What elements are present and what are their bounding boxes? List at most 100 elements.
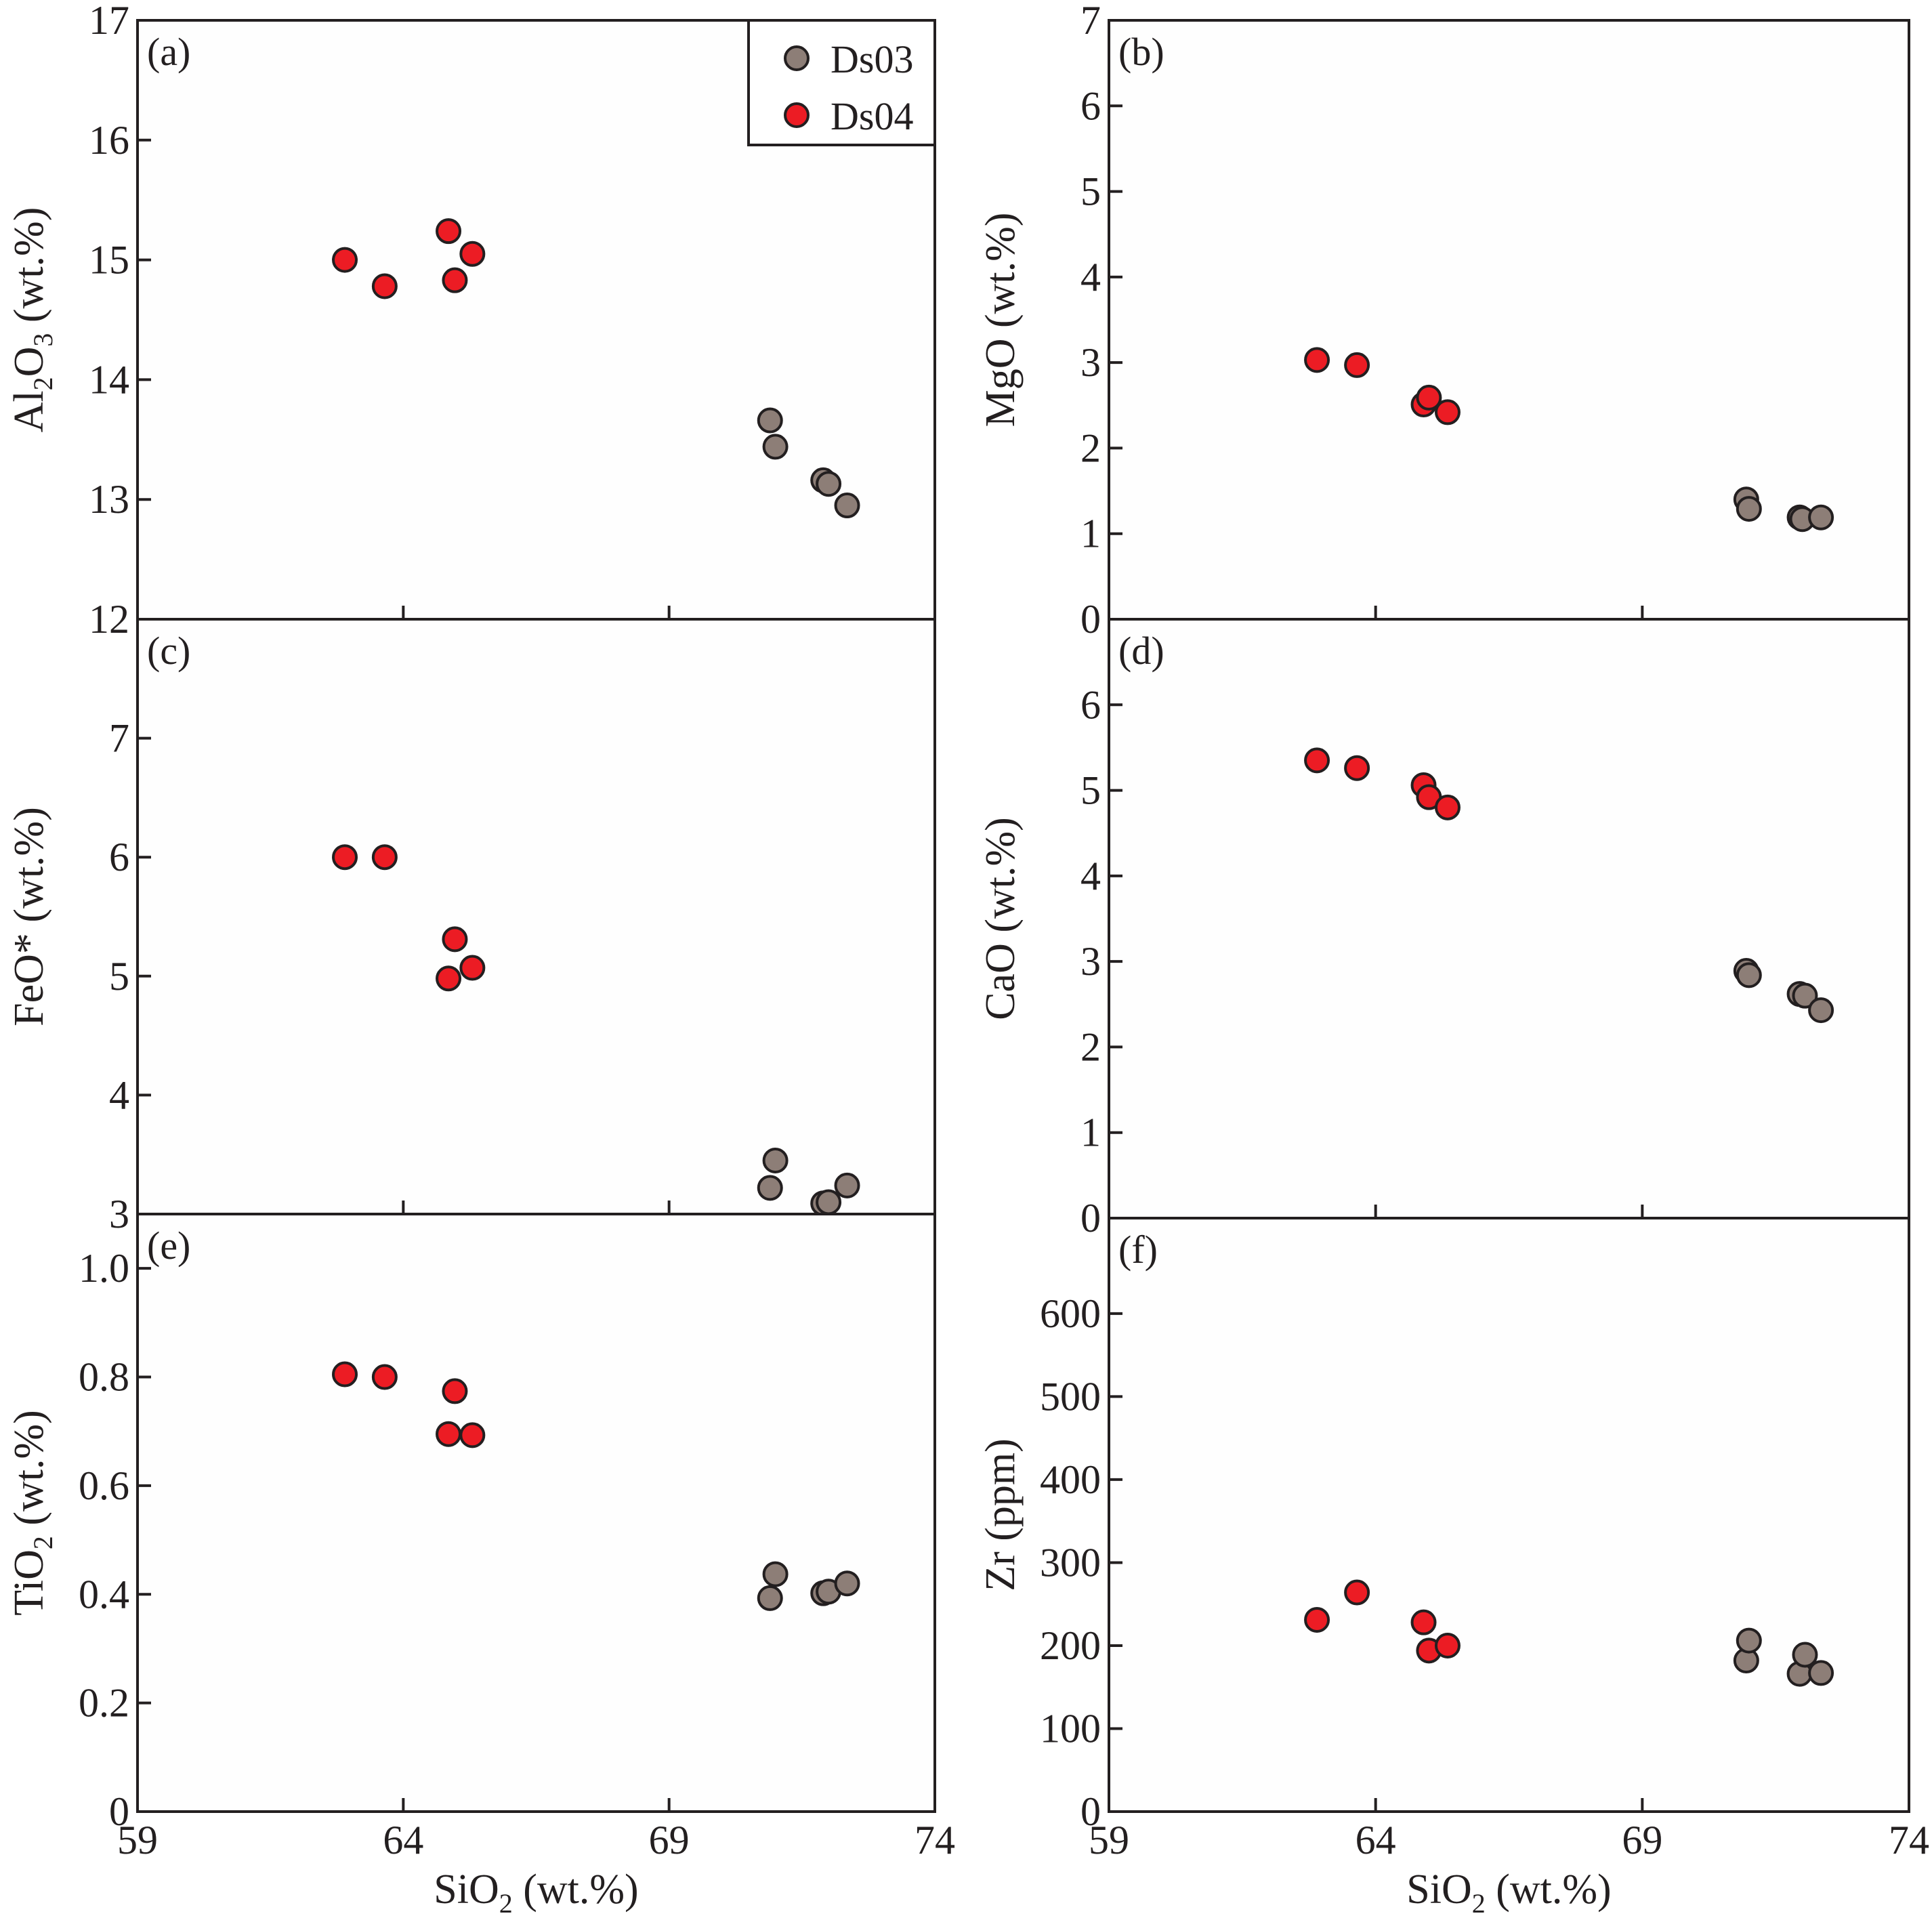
data-point-ds04 — [1304, 1606, 1330, 1633]
legend-marker-ds03 — [784, 45, 810, 71]
y-tick-label: 0.2 — [79, 1681, 129, 1726]
y-tick-label: 7 — [1080, 0, 1101, 43]
y-tick-label: 0 — [1080, 1196, 1101, 1240]
y-tick-label: 4 — [1080, 854, 1101, 898]
y-tick-label: 200 — [1040, 1623, 1101, 1668]
y-tick-label: 14 — [89, 357, 129, 402]
y-tick-label: 17 — [89, 0, 129, 43]
data-point-ds03 — [1808, 997, 1834, 1024]
data-point-ds03 — [1736, 1627, 1762, 1654]
y-tick-label: 12 — [89, 597, 129, 642]
y-tick-label: 16 — [89, 118, 129, 163]
y-tick-label: 6 — [109, 835, 129, 879]
data-point-ds04 — [1344, 352, 1370, 378]
data-point-ds04 — [371, 273, 398, 299]
data-point-ds03 — [757, 1585, 783, 1611]
y-tick-label: 3 — [109, 1192, 129, 1236]
y-tick-label: 3 — [1080, 939, 1101, 984]
plot-area — [1109, 619, 1909, 1218]
data-point-ds04 — [332, 247, 358, 273]
y-tick-label: 3 — [1080, 340, 1101, 385]
data-point-ds04 — [442, 926, 468, 953]
y-tick-label: 0 — [109, 1789, 129, 1834]
label-part: (wt.%) — [1486, 1866, 1612, 1913]
data-point-ds04 — [332, 844, 358, 871]
data-point-ds04 — [1416, 384, 1442, 411]
y-tick-label: 6 — [1080, 83, 1101, 128]
plot-area — [138, 619, 935, 1214]
y-tick-label: 4 — [1080, 255, 1101, 299]
subscript: 3 — [28, 333, 58, 347]
plot-area — [1109, 20, 1909, 619]
y-tick-label: 500 — [1040, 1374, 1101, 1419]
label-part: (wt.%) — [6, 1410, 52, 1536]
y-axis-label: TiO2 (wt.%) — [6, 1410, 58, 1616]
label-part: CaO (wt.%) — [978, 817, 1024, 1020]
panel-c: 3 4 5 6 7 (c) FeO* (wt.%) — [6, 618, 936, 1236]
data-point-ds04 — [332, 1361, 358, 1387]
y-tick-label: 0 — [1080, 1789, 1101, 1834]
y-axis-label: MgO (wt.%) — [978, 213, 1024, 427]
data-point-ds04 — [371, 844, 398, 871]
y-tick-label: 0 — [1080, 597, 1101, 642]
data-point-ds03 — [1736, 962, 1762, 988]
subscript: 2 — [1472, 1888, 1486, 1919]
data-point-ds04 — [459, 955, 486, 981]
panel-label: (b) — [1118, 30, 1164, 74]
label-part: Zr (ppm) — [978, 1438, 1024, 1591]
panel-label: (f) — [1118, 1228, 1158, 1272]
legend: Ds03 Ds04 — [747, 19, 936, 146]
plot-area — [1109, 1218, 1909, 1812]
label-part: SiO — [1406, 1866, 1471, 1913]
data-point-ds03 — [762, 434, 789, 460]
data-point-ds03 — [757, 1175, 783, 1201]
data-point-ds04 — [1434, 1632, 1461, 1658]
data-point-ds03 — [834, 1172, 860, 1198]
data-point-ds03 — [1792, 1642, 1818, 1668]
x-tick-label: 69 — [649, 1818, 690, 1862]
y-axis-label: FeO* (wt.%) — [6, 807, 52, 1026]
legend-label-ds03: Ds03 — [831, 37, 913, 81]
panel-label: (d) — [1118, 629, 1164, 673]
x-tick-label: 59 — [117, 1818, 158, 1862]
y-axis-label: Zr (ppm) — [978, 1438, 1024, 1591]
data-point-ds04 — [436, 1421, 462, 1447]
panel-label: (a) — [147, 30, 190, 74]
data-point-ds04 — [459, 241, 486, 267]
plot-frame — [136, 1213, 936, 1813]
x-tick-label: 64 — [1356, 1818, 1396, 1862]
panel-label: (c) — [147, 629, 190, 673]
label-part: (wt.%) — [513, 1866, 639, 1913]
x-tick-label: 64 — [383, 1818, 423, 1862]
y-tick-label: 0.8 — [79, 1355, 129, 1400]
legend-label-ds04: Ds04 — [831, 94, 913, 138]
y-tick-label: 5 — [109, 954, 129, 999]
data-point-ds03 — [816, 1189, 842, 1215]
panel-d: 0 1 2 3 4 5 6 (d) CaO (wt.%) — [978, 618, 1910, 1240]
panel-f: 59 64 69 74 0 100 200 300 400 500 600 (f) Zr (ppm) Si… — [978, 1217, 1929, 1919]
data-point-ds04 — [371, 1364, 398, 1390]
y-tick-label: 6 — [1080, 682, 1101, 727]
data-point-ds04 — [442, 267, 468, 293]
y-tick-label: 600 — [1040, 1291, 1101, 1336]
data-point-ds04 — [436, 965, 462, 992]
x-axis-label: SiO2 (wt.%) — [434, 1866, 638, 1919]
data-point-ds04 — [1434, 399, 1461, 425]
y-tick-label: 15 — [89, 238, 129, 283]
data-point-ds03 — [1808, 1660, 1834, 1686]
y-tick-label: 2 — [1080, 425, 1101, 470]
y-tick-label: 1.0 — [79, 1246, 129, 1291]
panel-label: (e) — [147, 1224, 190, 1268]
label-part: Al — [6, 390, 52, 432]
data-point-ds04 — [1344, 1579, 1370, 1606]
y-tick-label: 7 — [109, 716, 129, 761]
data-point-ds04 — [442, 1378, 468, 1404]
subscript: 2 — [28, 377, 58, 390]
data-point-ds04 — [1434, 794, 1461, 820]
label-part: (wt.%) — [6, 207, 52, 333]
label-part: MgO (wt.%) — [978, 213, 1024, 427]
legend-marker-ds04 — [784, 102, 810, 128]
y-tick-label: 2 — [1080, 1024, 1101, 1069]
data-point-ds03 — [1808, 504, 1834, 530]
